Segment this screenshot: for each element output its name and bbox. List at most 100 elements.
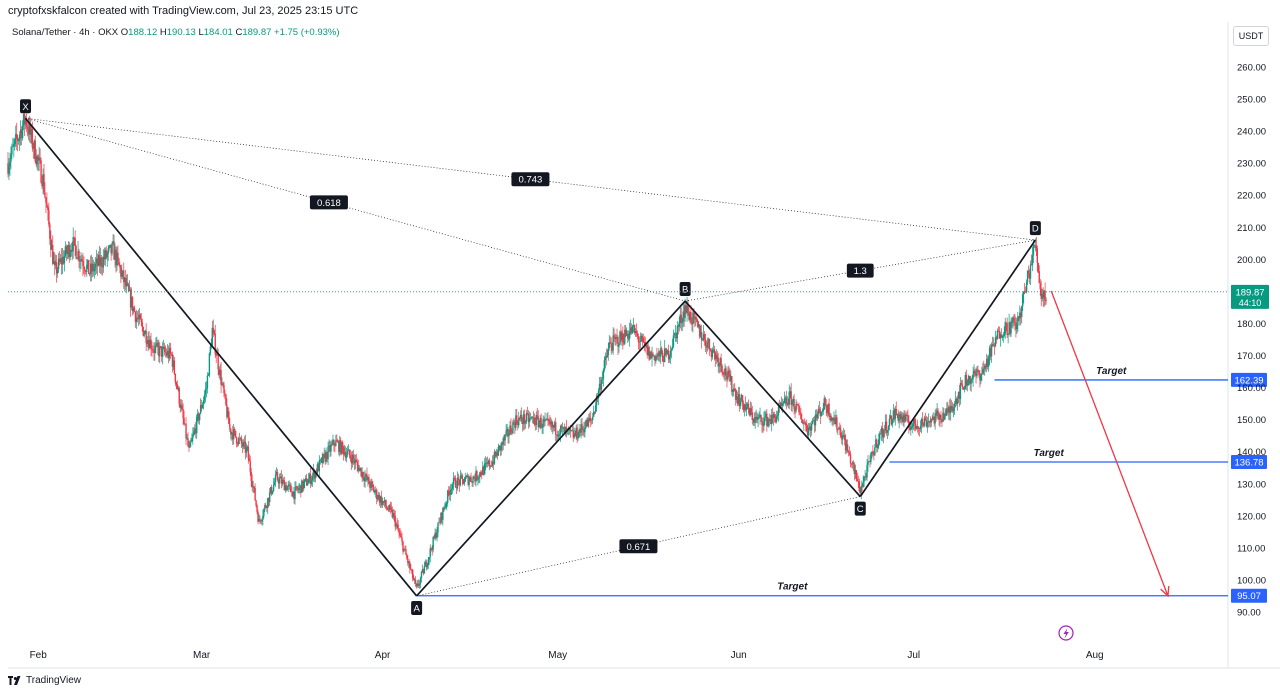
candle	[945, 408, 947, 417]
candle	[593, 411, 596, 415]
candle	[1017, 311, 1019, 333]
candle-body	[362, 471, 364, 478]
candle	[49, 222, 51, 245]
projection-arrow-line[interactable]	[1050, 290, 1169, 597]
candle	[879, 429, 882, 435]
candle	[604, 352, 607, 369]
candle-body	[483, 466, 485, 475]
candle	[707, 337, 710, 350]
candle-body	[588, 418, 590, 421]
candle	[663, 339, 666, 363]
candle-body	[565, 427, 568, 430]
candle	[998, 326, 1001, 339]
candle-body	[735, 396, 738, 400]
candle	[1040, 280, 1042, 307]
candle-body	[267, 497, 269, 508]
target-price-label: 162.39	[1231, 372, 1267, 387]
candle	[53, 251, 55, 265]
candle-body	[873, 454, 875, 456]
pattern-leg-cd[interactable]	[859, 239, 1037, 498]
candle-body	[334, 445, 336, 447]
candle	[337, 438, 339, 444]
candle	[22, 113, 25, 131]
candle	[838, 426, 840, 430]
pattern-leg-xa[interactable]	[24, 117, 418, 597]
candle-body	[829, 415, 831, 417]
candle-body	[956, 398, 959, 405]
point-label-b[interactable]: B	[679, 282, 691, 297]
ratio-label[interactable]: 0.671	[619, 539, 658, 554]
symbol-legend[interactable]: Solana/Tether · 4h · OKX O188.12 H190.13…	[12, 27, 340, 38]
candle	[481, 470, 483, 480]
candle-body	[314, 470, 317, 479]
axes: 162.39136.7895.0790.00100.00110.00120.00…	[8, 63, 1269, 661]
candle-body	[775, 416, 778, 422]
candle-body	[1008, 322, 1010, 335]
candle-body	[498, 445, 501, 447]
candle-body	[1015, 322, 1017, 330]
candle-body	[355, 459, 357, 462]
candle-body	[862, 481, 864, 488]
candle	[861, 483, 863, 492]
candle-body	[135, 317, 138, 322]
point-label-a[interactable]: A	[411, 600, 423, 615]
ratio-label[interactable]: 0.743	[511, 172, 550, 187]
candle-body	[870, 452, 872, 462]
flash-icon[interactable]	[1058, 625, 1074, 641]
candle	[301, 479, 303, 493]
candle	[786, 396, 788, 407]
candle-body	[780, 402, 783, 406]
candle-body	[325, 452, 327, 462]
candle	[843, 429, 846, 446]
candle	[264, 503, 266, 512]
candle-body	[173, 360, 176, 374]
candle	[827, 402, 829, 416]
candle	[482, 461, 484, 475]
candle	[62, 250, 65, 265]
candle-body	[609, 342, 611, 344]
candle	[220, 362, 222, 394]
candle	[233, 426, 236, 437]
candle	[647, 342, 649, 356]
candle-body	[404, 548, 406, 550]
ratio-label[interactable]: 1.3	[846, 263, 874, 278]
candle-body	[902, 416, 904, 422]
pattern-leg-bc[interactable]	[684, 300, 861, 498]
point-label-c[interactable]: C	[854, 501, 866, 516]
candle	[890, 415, 893, 426]
candle-body	[100, 257, 103, 267]
candle-body	[986, 358, 989, 367]
candle-body	[991, 344, 994, 345]
candle-body	[402, 541, 404, 552]
candle	[105, 246, 107, 260]
ratio-label-text: 0.618	[317, 198, 341, 209]
candle	[321, 452, 323, 468]
candle	[25, 113, 28, 132]
candle-body	[471, 481, 473, 483]
point-label-d[interactable]: D	[1029, 221, 1041, 236]
candle-body	[681, 321, 683, 324]
candle-body	[726, 376, 728, 380]
candle-body	[1021, 306, 1023, 317]
candle	[18, 131, 21, 152]
candle-body	[488, 460, 491, 467]
candle	[904, 410, 906, 423]
candle	[235, 436, 238, 448]
candle	[554, 420, 556, 432]
pattern-leg-ab[interactable]	[415, 300, 686, 597]
candle-body	[1042, 293, 1044, 298]
candle-body	[153, 350, 155, 354]
candle	[1013, 313, 1015, 327]
point-label-x[interactable]: X	[20, 99, 32, 114]
candle-body	[283, 480, 285, 491]
currency-button[interactable]: USDT	[1233, 26, 1269, 46]
candle	[1020, 308, 1022, 326]
footer-brand[interactable]: TradingView	[8, 672, 81, 688]
candle	[769, 413, 771, 427]
ratio-label[interactable]: 0.618	[309, 195, 348, 210]
candle-body	[214, 333, 216, 354]
candle-body	[162, 346, 165, 348]
candle	[695, 316, 697, 326]
candle	[369, 480, 371, 493]
